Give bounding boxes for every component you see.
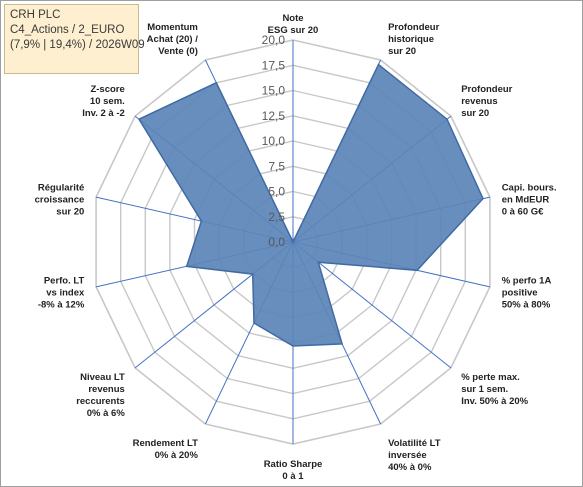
series-area — [137, 63, 484, 347]
axis-label-line: 0 à 60 G€ — [502, 206, 544, 217]
tick-label: 15,0 — [262, 84, 286, 98]
axis-label-line: positive — [502, 288, 538, 299]
axis-label-line: en MdEUR — [502, 194, 550, 205]
axis-label-line: Momentum — [147, 22, 198, 33]
axis-label-line: 10 sem. — [90, 96, 125, 107]
axis-label-line: ESG sur 20 — [268, 25, 319, 36]
axis-label-line: sur 1 sem. — [461, 384, 508, 395]
title-box: CRH PLC C4_Actions / 2_EURO (7,9% | 19,4… — [4, 4, 145, 74]
axis-label: Volatilité LT inversée 40% à 0% — [388, 438, 441, 473]
axis-label-line: Volatilité LT — [388, 438, 441, 449]
tick-label: 0,0 — [268, 235, 285, 249]
axis-label: Profondeur revenus sur 20 — [461, 84, 512, 119]
axis-label: Note ESG sur 20 — [268, 13, 319, 36]
axis-label: Rendement LT 0% à 20% — [133, 438, 199, 461]
axis-label-line: inversée — [388, 450, 427, 461]
axis-label: Momentum Achat (20) / Vente (0) — [147, 22, 199, 57]
axis-label: Perfo. LT vs index -8% à 12% — [38, 276, 85, 311]
axis-label-line: 40% à 0% — [388, 462, 432, 473]
axis-label-line: 0% à 6% — [87, 408, 126, 419]
axis-label-line: Vente (0) — [158, 46, 198, 57]
axis-label-line: Inv. 2 à -2 — [82, 108, 125, 119]
axis-label-line: Rendement LT — [133, 438, 198, 449]
axis-label-line: revenus — [461, 96, 497, 107]
axis-label-line: Inv. 50% à 20% — [461, 396, 528, 407]
axis-label-line: Perfo. LT — [44, 276, 85, 287]
axis-label: Profondeur historique sur 20 — [388, 22, 439, 57]
axis-label-line: sur 20 — [461, 108, 489, 119]
axis-label-line: sur 20 — [388, 46, 416, 57]
axis-label: Ratio Sharpe 0 à 1 — [264, 459, 323, 482]
axis-label: % perfo 1A positive 50% à 80% — [502, 276, 552, 311]
axis-label: Capi. bours. en MdEUR 0 à 60 G€ — [502, 182, 557, 217]
axis-label-layer: Note ESG sur 20 Profondeur historique sur 20… — [35, 13, 557, 482]
tick-label: 2,5 — [268, 210, 285, 224]
tick-label: 12,5 — [262, 109, 286, 123]
axis-label-line: revenus — [88, 384, 124, 395]
tick-label-layer: 0,0 2,5 5,0 7,5 10,0 12,5 15,0 17,5 20,0 — [262, 33, 286, 249]
axis-label-line: sur 20 — [56, 206, 84, 217]
tick-label: 17,5 — [262, 58, 286, 72]
axis-label-line: % perte max. — [461, 372, 520, 383]
axis-label-line: 0% à 20% — [155, 450, 199, 461]
portfolio-name: C4_Actions / 2_EURO — [10, 24, 125, 36]
axis-label-line: % perfo 1A — [502, 276, 552, 287]
axis-label: % perte max. sur 1 sem. Inv. 50% à 20% — [461, 372, 528, 407]
axis-label-line: croissance — [35, 194, 85, 205]
company-name: CRH PLC — [10, 9, 61, 21]
axis-label-line: Régularité — [38, 182, 84, 193]
axis-label: Régularité croissance sur 20 — [35, 182, 85, 217]
axis-label-line: Capi. bours. — [502, 182, 557, 193]
axis-label-line: vs index — [46, 288, 85, 299]
period-info: (7,9% | 19,4%) / 2026W09 — [10, 39, 145, 51]
axis-label-line: historique — [388, 34, 434, 45]
axis-label-line: reccurents — [76, 396, 125, 407]
tick-label: 10,0 — [262, 134, 286, 148]
axis-label-line: Z-score — [90, 84, 124, 95]
axis-label-line: Note — [282, 13, 303, 24]
axis-label-line: Achat (20) / — [147, 34, 199, 45]
axis-label-line: -8% à 12% — [38, 300, 85, 311]
axis-label-line: Ratio Sharpe — [264, 459, 323, 470]
axis-label-line: Niveau LT — [80, 372, 125, 383]
tick-label: 5,0 — [268, 185, 285, 199]
axis-label-line: 50% à 80% — [502, 300, 551, 311]
tick-label: 7,5 — [268, 159, 285, 173]
series-layer — [137, 63, 484, 347]
axis-label-line: Profondeur — [461, 84, 512, 95]
tick-label: 20,0 — [262, 33, 286, 47]
axis-label: Niveau LT revenus reccurents 0% à 6% — [76, 372, 125, 419]
axis-label: Z-score 10 sem. Inv. 2 à -2 — [82, 84, 125, 119]
axis-label-line: Profondeur — [388, 22, 439, 33]
axis-label-line: 0 à 1 — [282, 471, 304, 482]
